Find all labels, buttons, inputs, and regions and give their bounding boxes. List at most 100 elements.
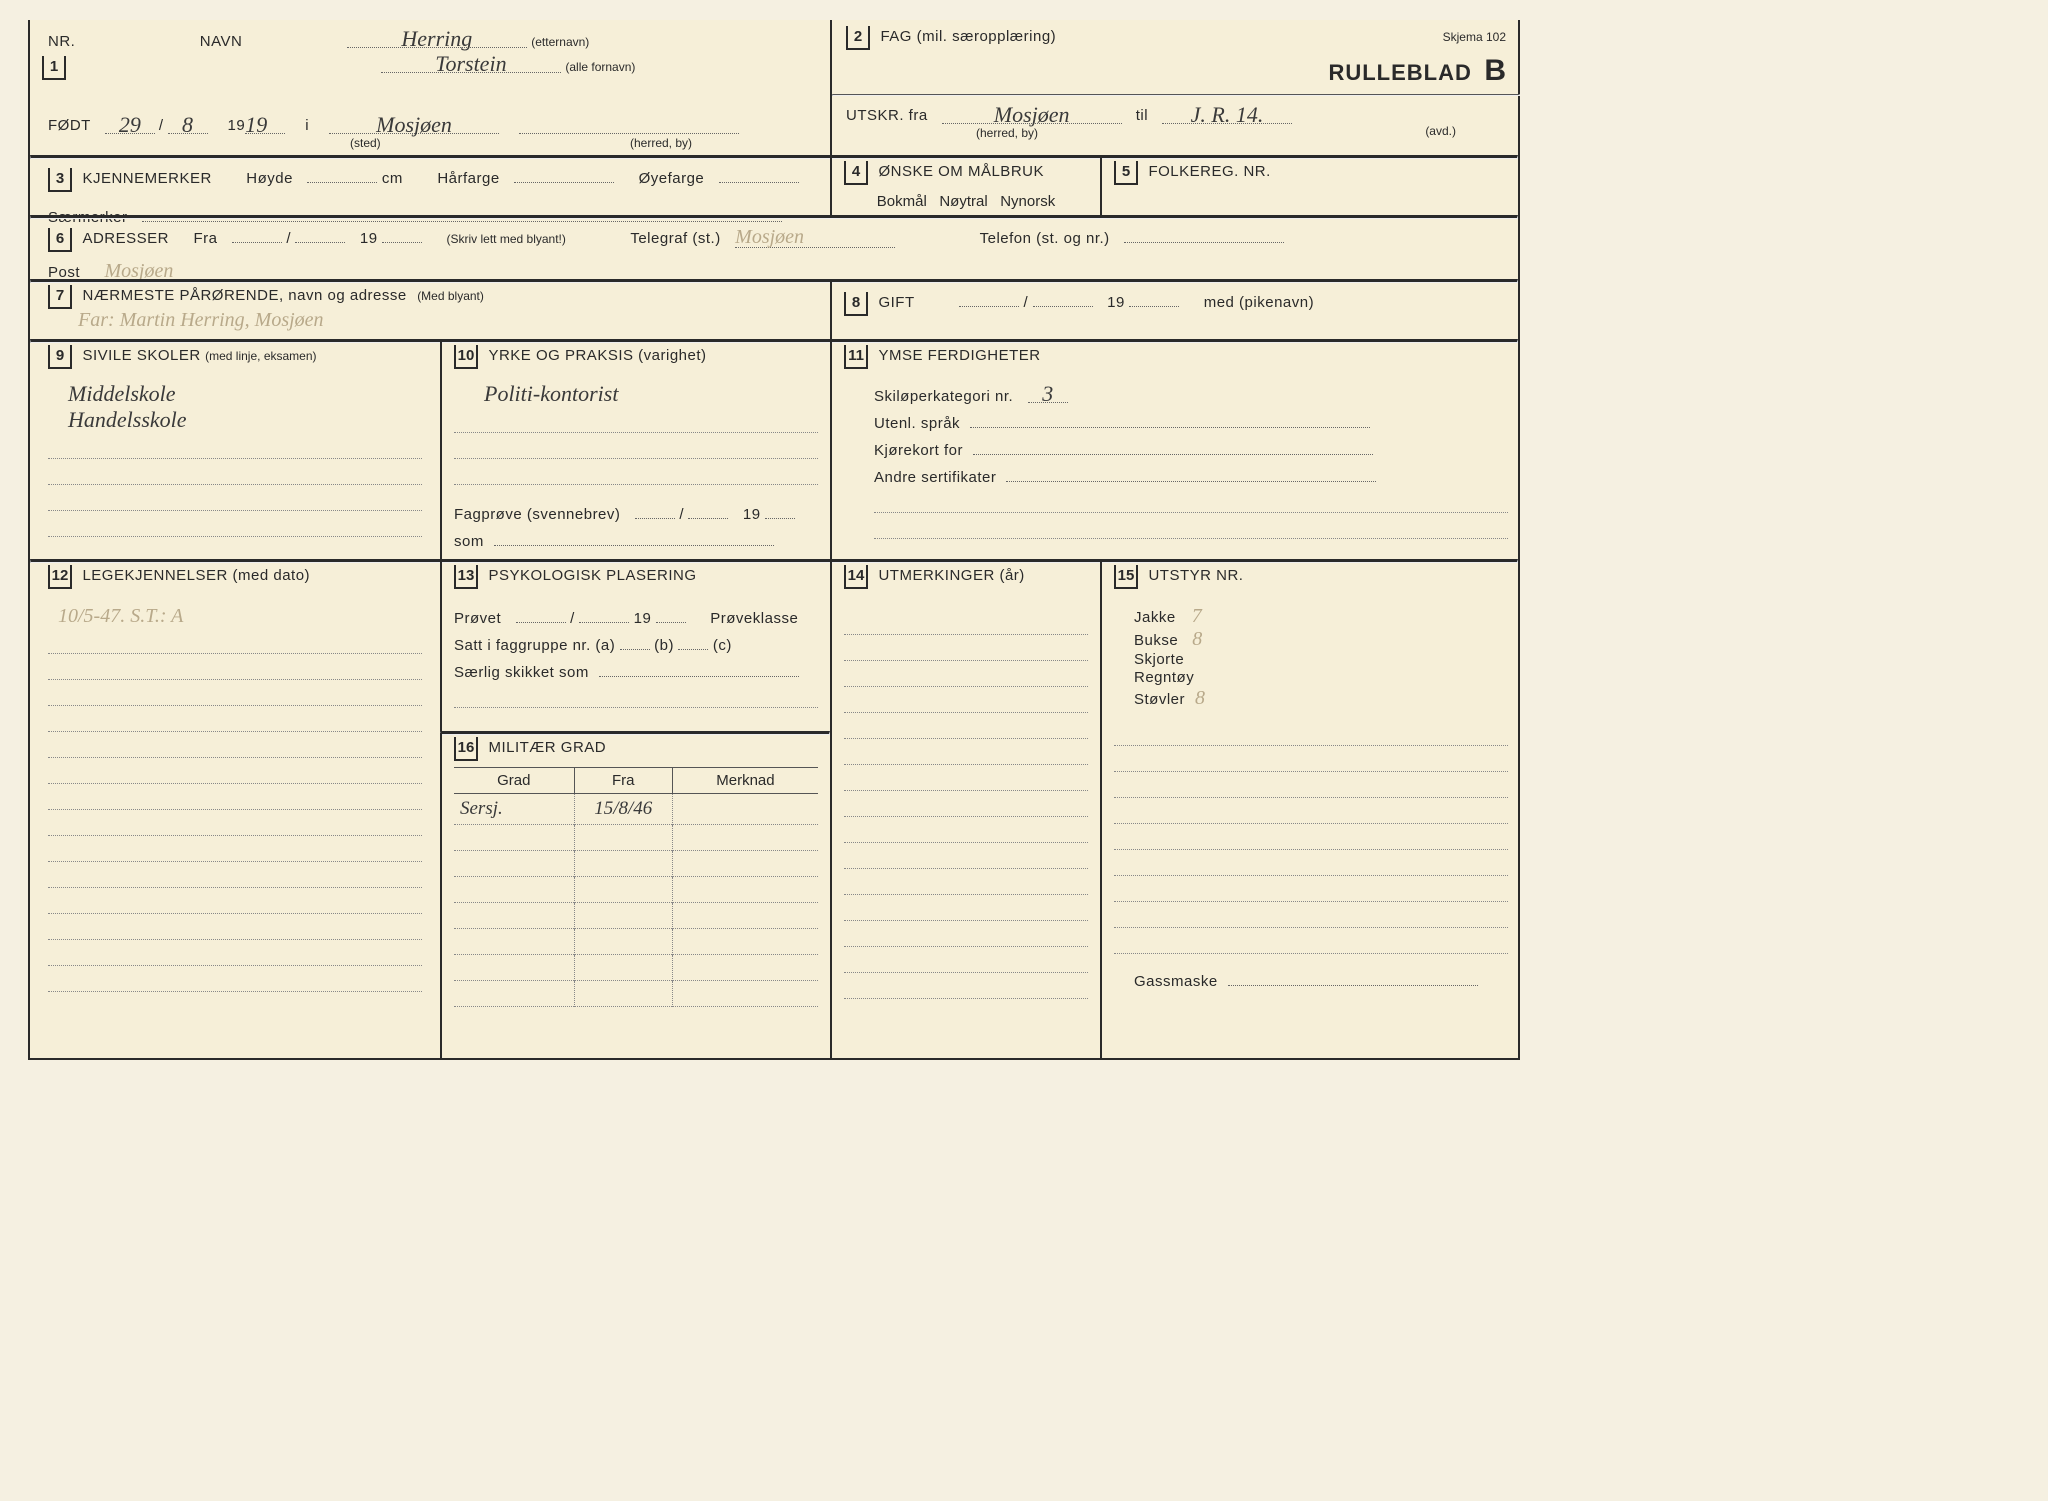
s3-label: KJENNEMERKER <box>82 170 211 187</box>
box-14: 14 <box>844 565 868 589</box>
utskr-hint: (herred, by) <box>976 126 1038 140</box>
sted-value: Mosjøen <box>329 112 499 134</box>
s8-label: GIFT <box>878 294 914 311</box>
box-15: 15 <box>1114 565 1138 589</box>
s8-y: 19 <box>1107 294 1125 311</box>
s11-andre: Andre sertifikater <box>874 469 996 486</box>
s10-label: YRKE OG PRAKSIS (varighet) <box>488 347 706 364</box>
box-1: 1 <box>42 56 66 80</box>
til-hint: (avd.) <box>1425 124 1456 138</box>
box-10: 10 <box>454 345 478 369</box>
s16-label: MILITÆR GRAD <box>488 739 606 756</box>
utskr-val: Mosjøen <box>942 102 1122 124</box>
fornavn-hint: (alle fornavn) <box>565 60 635 74</box>
s16-r-grad: Sersj. <box>454 794 574 825</box>
s14-label: UTMERKINGER (år) <box>878 567 1024 584</box>
s7-hint: (Med blyant) <box>417 289 484 303</box>
s15-gass: Gassmaske <box>1134 973 1218 990</box>
fodt-d: 29 <box>105 112 155 134</box>
s9-hint: (med linje, eksamen) <box>205 349 316 363</box>
s10-som: som <box>454 533 484 550</box>
s11-kjore: Kjørekort for <box>874 442 963 459</box>
s9-label: SIVILE SKOLER <box>82 347 200 364</box>
s10-fag: Fagprøve (svennebrev) <box>454 506 620 523</box>
s13-satt: Satt i faggruppe nr. (a) <box>454 637 615 654</box>
box-2: 2 <box>846 26 870 50</box>
etternavn-hint: (etternavn) <box>531 35 589 49</box>
s9-l2: Handelsskole <box>68 407 422 433</box>
s6-telegraf: Telegraf (st.) <box>630 230 720 247</box>
s13-c: (c) <box>713 637 732 654</box>
s15-stov: Støvler <box>1134 691 1185 708</box>
box-9: 9 <box>48 345 72 369</box>
s9-l1: Middelskole <box>68 381 422 407</box>
box-7: 7 <box>48 285 72 309</box>
s10-l1: Politi-kontorist <box>484 381 818 407</box>
s5-label: FOLKEREG. NR. <box>1148 163 1270 180</box>
fornavn-value: Torstein <box>381 51 561 73</box>
s4-label: ØNSKE OM MÅLBRUK <box>878 163 1044 180</box>
s15-jakke: Jakke <box>1134 609 1176 626</box>
s13-y: 19 <box>634 610 652 627</box>
rulleblad-card: NR. NAVN Herring (etternavn) 1 Torstein … <box>28 20 1520 1060</box>
box-16: 16 <box>454 737 478 761</box>
s15-skjorte: Skjorte <box>1134 651 1184 668</box>
fodt-label: FØDT <box>48 117 91 134</box>
s16-grad-h: Grad <box>454 768 574 794</box>
s15-regn: Regntøy <box>1134 669 1194 686</box>
nr-label: NR. <box>48 33 75 50</box>
s8-med: med (pikenavn) <box>1204 294 1314 311</box>
s3-hoyde: Høyde <box>246 170 293 187</box>
s13-skikket: Særlig skikket som <box>454 664 589 681</box>
s11-ski-val: 3 <box>1028 381 1068 403</box>
s16-fra-h: Fra <box>574 768 672 794</box>
s13-provet: Prøvet <box>454 610 501 627</box>
s15-bukse: Bukse <box>1134 632 1178 649</box>
s11-ski: Skiløperkategori nr. <box>874 388 1013 405</box>
s10-y: 19 <box>743 506 761 523</box>
box-11: 11 <box>844 345 868 369</box>
s6-skriv: (Skriv lett med blyant!) <box>447 232 566 246</box>
fodt-y: 19 <box>245 112 285 134</box>
s3-har: Hårfarge <box>437 170 499 187</box>
fodt-m: 8 <box>168 112 208 134</box>
skjema-label: Skjema 102 <box>1443 30 1506 44</box>
s11-spraak: Utenl. språk <box>874 415 960 432</box>
s11-label: YMSE FERDIGHETER <box>878 347 1040 364</box>
s15-stov-v: 8 <box>1195 687 1205 709</box>
s16-merknad-h: Merknad <box>672 768 818 794</box>
box-4: 4 <box>844 161 868 185</box>
s4-noytral: Nøytral <box>939 193 987 210</box>
s16-r-fra: 15/8/46 <box>574 794 672 825</box>
s6-telefon: Telefon (st. og nr.) <box>980 230 1110 247</box>
s6-fra: Fra <box>193 230 217 247</box>
s7-label: NÆRMESTE PÅRØRENDE, navn og adresse <box>82 287 406 304</box>
s13-label: PSYKOLOGISK PLASERING <box>488 567 696 584</box>
box-12: 12 <box>48 565 72 589</box>
box-8: 8 <box>844 292 868 316</box>
fag-label: FAG (mil. særopplæring) <box>880 28 1056 45</box>
box-6: 6 <box>48 228 72 252</box>
s3-oye: Øyefarge <box>639 170 705 187</box>
navn-label: NAVN <box>200 33 243 50</box>
s15-jakke-v: 7 <box>1192 605 1202 627</box>
box-3: 3 <box>48 168 72 192</box>
til-label: til <box>1136 107 1148 124</box>
title: RULLEBLAD <box>1328 60 1471 85</box>
s6-telegraf-val: Mosjøen <box>735 226 895 248</box>
s4-nynorsk: Nynorsk <box>1000 193 1055 210</box>
s7-val: Far: Martin Herring, Mosjøen <box>78 309 812 332</box>
s12-label: LEGEKJENNELSER (med dato) <box>82 567 310 584</box>
s15-label: UTSTYR NR. <box>1148 567 1243 584</box>
s13-klasse: Prøveklasse <box>710 610 798 627</box>
s6-y: 19 <box>360 230 378 247</box>
s3-cm: cm <box>382 170 403 187</box>
herred-hint: (herred, by) <box>630 136 692 150</box>
etternavn-value: Herring <box>347 26 527 48</box>
box-5: 5 <box>1114 161 1138 185</box>
til-val: J. R. 14. <box>1162 102 1292 124</box>
sted-hint: (sted) <box>350 136 381 150</box>
s6-label: ADRESSER <box>82 230 169 247</box>
s12-l1: 10/5-47. S.T.: A <box>58 605 422 628</box>
s13-b: (b) <box>654 637 674 654</box>
